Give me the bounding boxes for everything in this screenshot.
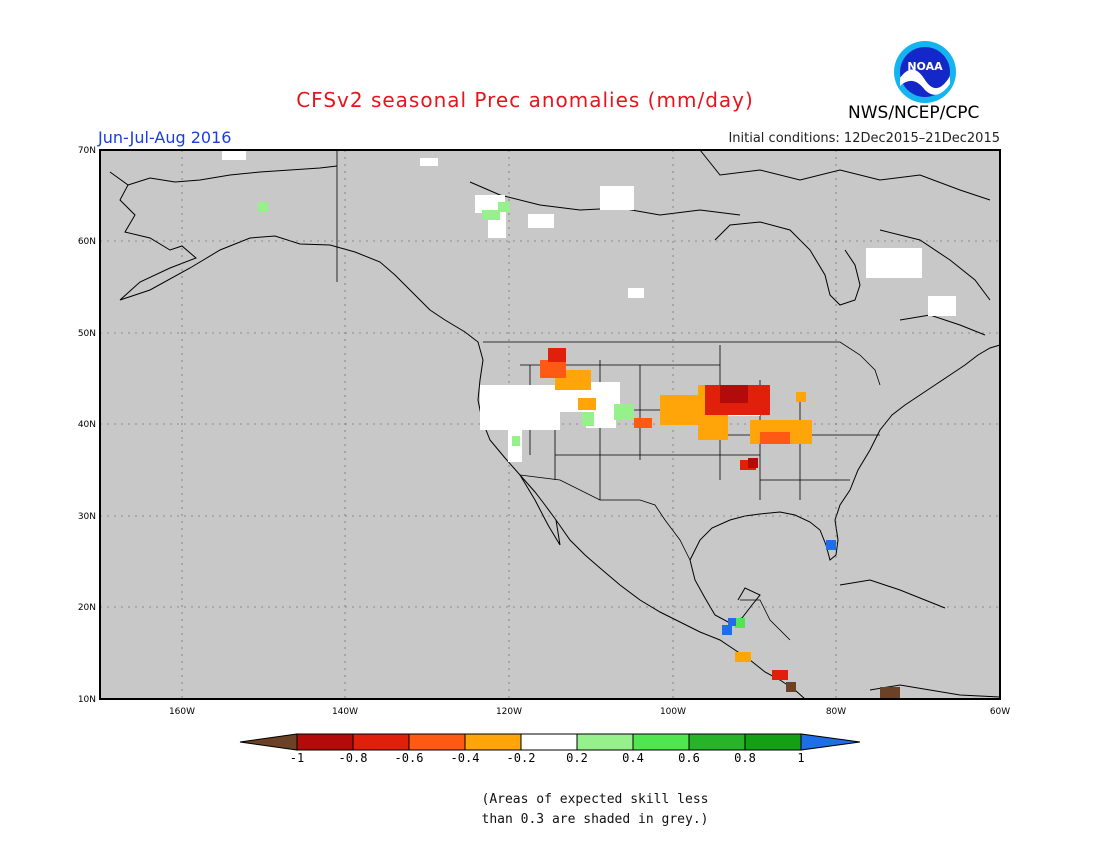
legend-arrow-right [800,733,861,751]
chart-title: CFSv2 seasonal Prec anomalies (mm/day) [296,88,754,112]
color-legend: -1 -0.8 -0.6 -0.4 -0.2 0.2 0.4 0.6 0.8 1 [239,733,861,765]
legend-label: 0.2 [566,751,588,765]
logo-text: NOAA [907,60,943,73]
noaa-logo-icon: NOAA [894,41,956,103]
skill-note-line1: (Areas of expected skill less [481,792,709,807]
legend-label: 0.4 [622,751,644,765]
initial-conditions-label: Initial conditions: 12Dec2015–21Dec2015 [728,131,1000,146]
lat-label: 60N [78,237,96,247]
lat-label: 70N [78,146,96,156]
lon-label: 120W [496,707,522,717]
borders [336,150,881,641]
map-frame [99,149,1001,700]
anomaly-cells [222,150,956,699]
skill-note-line2: than 0.3 are shaded in grey.) [481,812,709,827]
legend-arrow-left [239,733,298,751]
lon-label: 100W [660,707,686,717]
lon-label: 140W [332,707,358,717]
legend-label: -0.2 [507,751,536,765]
legend-label: 0.6 [678,751,700,765]
legend-swatch [464,733,522,751]
legend-label: 0.8 [734,751,756,765]
latitude-labels: 70N 60N 50N 40N 30N 20N 10N [78,146,96,705]
coastlines [109,149,1001,700]
lat-label: 10N [78,695,96,705]
lat-label: 20N [78,603,96,613]
legend-swatch [352,733,410,751]
lat-label: 30N [78,512,96,522]
legend-label: -0.4 [451,751,480,765]
legend-label: -0.6 [395,751,424,765]
lon-label: 160W [169,707,195,717]
legend-swatch [296,733,354,751]
agency-label: NWS/NCEP/CPC [848,103,980,123]
legend-label: -0.8 [339,751,368,765]
lon-label: 80W [826,707,846,717]
lat-label: 50N [78,329,96,339]
longitude-labels: 160W 140W 120W 100W 80W 60W [169,707,1010,717]
legend-swatch [576,733,634,751]
legend-swatch [744,733,802,751]
lon-label: 60W [990,707,1010,717]
legend-swatch [632,733,690,751]
legend-swatch [520,733,578,751]
legend-swatch [408,733,466,751]
legend-swatch [688,733,746,751]
season-label: Jun-Jul-Aug 2016 [98,128,232,147]
legend-label: 1 [797,751,804,765]
lat-label: 40N [78,420,96,430]
legend-label: -1 [290,751,304,765]
